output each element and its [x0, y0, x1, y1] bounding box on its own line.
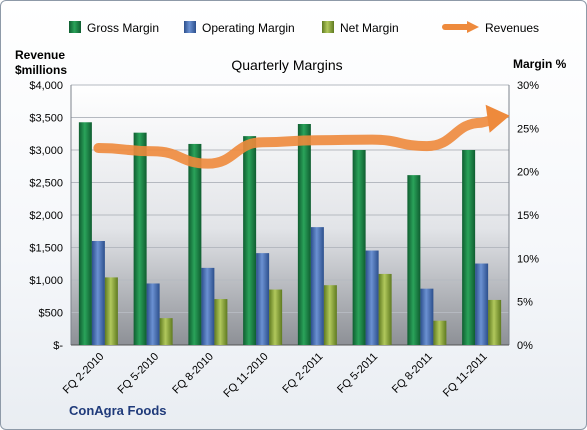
right-tick-label: 5%	[517, 297, 533, 309]
legend-label-gross-margin: Gross Margin	[87, 21, 159, 35]
right-tick-label: 20%	[517, 167, 539, 179]
bar-operating-margin	[91, 241, 105, 345]
legend-swatch-operating-margin	[184, 21, 196, 33]
category-label: FQ 11-2010	[221, 351, 270, 400]
bar-gross-margin	[352, 150, 366, 345]
left-tick-label: $-	[53, 340, 63, 352]
company-name: ConAgra Foods	[69, 403, 167, 418]
left-tick-label: $4,000	[29, 80, 63, 92]
bar-operating-margin	[420, 288, 434, 345]
legend: Gross Margin Operating Margin Net Margin…	[69, 21, 539, 35]
left-tick-label: $1,000	[29, 275, 63, 287]
bar-gross-margin	[407, 175, 421, 345]
legend-swatch-net-margin	[322, 21, 334, 33]
bar-operating-margin	[201, 267, 215, 345]
bar-operating-margin	[256, 253, 270, 345]
bar-net-margin	[214, 299, 228, 345]
right-tick-label: 30%	[517, 80, 539, 92]
bar-gross-margin	[462, 150, 476, 345]
right-tick-labels: 0% 5% 10% 15% 20% 25% 30%	[517, 80, 539, 352]
bar-gross-margin	[297, 124, 311, 345]
bar-gross-margin	[188, 143, 202, 345]
right-axis-label: Margin %	[513, 57, 567, 71]
bar-operating-margin	[475, 263, 489, 345]
legend-label-operating-margin: Operating Margin	[202, 21, 295, 35]
left-axis-label-line2: $millions	[15, 63, 67, 77]
left-tick-label: $1,500	[29, 243, 63, 255]
revenue-line	[93, 104, 510, 169]
revenue-line-path	[93, 113, 503, 169]
left-tick-labels: $- $500 $1,000 $1,500 $2,000 $2,500 $3,000 $3,5…	[29, 80, 63, 352]
category-label: FQ 2-2010	[61, 351, 107, 397]
category-label: FQ 5-2010	[116, 351, 162, 397]
category-label: FQ 11-2011	[441, 351, 490, 400]
bar-operating-margin	[365, 250, 379, 345]
bar-marks	[78, 122, 502, 346]
bar-net-margin	[378, 273, 392, 345]
bar-gross-margin	[78, 122, 92, 346]
bar-net-margin	[159, 318, 173, 345]
bar-net-margin	[104, 277, 118, 345]
bar-gross-margin	[133, 132, 147, 345]
category-label: FQ 5-2011	[335, 351, 380, 396]
legend-label-revenues: Revenues	[485, 21, 539, 35]
category-label: FQ 8-2010	[170, 351, 216, 397]
right-tick-label: 0%	[517, 340, 533, 352]
legend-swatch-gross-margin	[69, 21, 81, 33]
legend-arrowhead-revenues	[467, 21, 479, 33]
bar-net-margin	[433, 320, 447, 345]
category-labels: FQ 2-2010 FQ 5-2010 FQ 8-2010 FQ 11-2010 FQ …	[61, 351, 490, 400]
left-tick-label: $2,500	[29, 178, 63, 190]
left-axis-label-line1: Revenue	[15, 48, 65, 62]
bar-operating-margin	[146, 283, 160, 345]
bar-net-margin	[488, 299, 502, 345]
left-tick-label: $2,000	[29, 210, 63, 222]
category-label: FQ 8-2011	[390, 351, 435, 396]
bar-net-margin	[323, 285, 337, 345]
bar-gross-margin	[243, 136, 257, 345]
left-tick-label: $3,500	[29, 113, 63, 125]
chart-title: Quarterly Margins	[231, 57, 342, 73]
legend-label-net-margin: Net Margin	[340, 21, 399, 35]
revenue-arrowhead	[485, 104, 510, 133]
left-tick-label: $500	[39, 308, 63, 320]
left-tick-label: $3,000	[29, 145, 63, 157]
right-tick-label: 25%	[517, 123, 539, 135]
category-label: FQ 2-2011	[280, 351, 325, 396]
bar-net-margin	[269, 289, 283, 345]
right-tick-label: 10%	[517, 253, 539, 265]
bar-operating-margin	[310, 227, 324, 345]
right-tick-label: 15%	[517, 210, 539, 222]
